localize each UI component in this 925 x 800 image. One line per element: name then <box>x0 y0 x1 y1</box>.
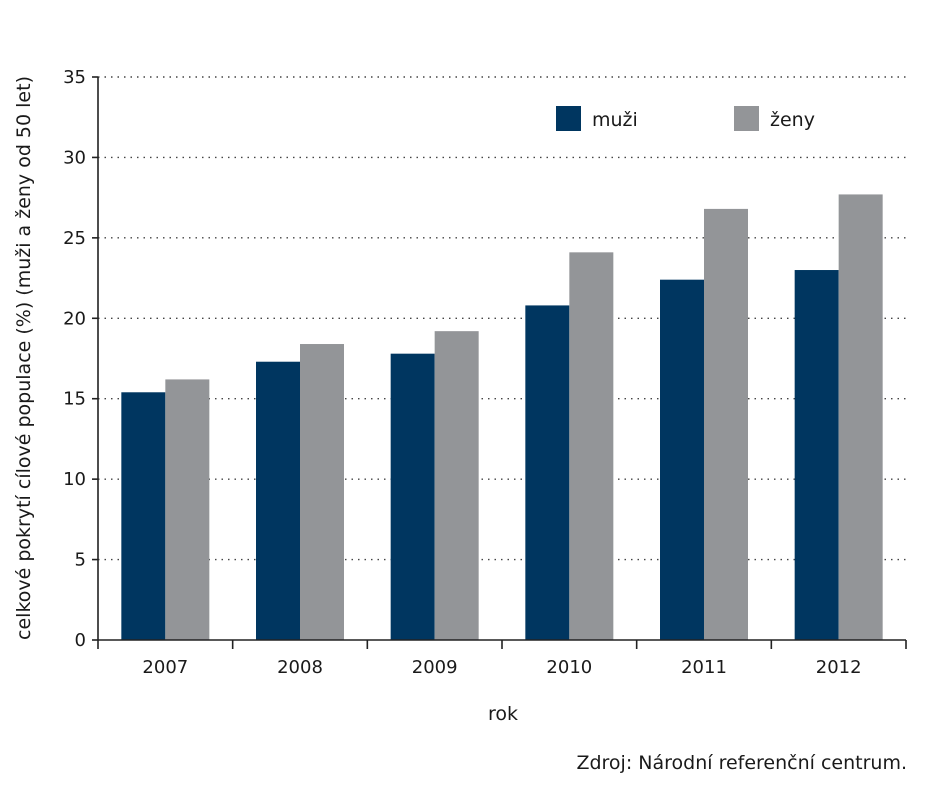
legend-label-zeny: ženy <box>770 109 815 131</box>
bar-muzi-2010 <box>525 305 570 640</box>
bar-muzi-2009 <box>390 353 435 640</box>
bar-zeny-2009 <box>434 331 479 640</box>
y-axis-title: celkové pokrytí cílové populace (%) (muž… <box>13 76 35 640</box>
y-tick-label: 0 <box>75 630 86 651</box>
legend-swatch-zeny <box>734 106 759 131</box>
x-tick-labels: 2007 2008 2009 2010 2011 2012 <box>142 657 861 678</box>
y-tick-label: 20 <box>63 308 86 329</box>
bar-muzi-2011 <box>660 279 704 640</box>
axes <box>92 76 907 649</box>
y-tick-label: 30 <box>63 147 86 168</box>
legend-swatch-muzi <box>556 106 581 131</box>
y-tick-label: 10 <box>63 469 86 490</box>
y-tick-label: 35 <box>63 67 86 88</box>
source-note: Zdroj: Národní referenční centrum. <box>576 752 907 774</box>
x-tick-label: 2007 <box>142 657 188 678</box>
bar-muzi-2012 <box>794 270 839 640</box>
bars <box>121 194 883 640</box>
x-tick-label: 2008 <box>277 657 323 678</box>
grid-lines <box>98 76 906 561</box>
bar-muzi-2008 <box>256 361 300 640</box>
bar-zeny-2011 <box>704 208 748 640</box>
legend-label-muzi: muži <box>592 109 638 131</box>
bar-muzi-2007 <box>121 392 166 640</box>
y-tick-label: 25 <box>63 228 86 249</box>
y-tick-labels: 0 5 10 15 20 25 30 35 <box>63 67 86 651</box>
y-tick-label: 5 <box>75 550 86 571</box>
legend: muži ženy <box>556 106 815 131</box>
y-tick-label: 15 <box>63 389 86 410</box>
bar-zeny-2007 <box>165 379 210 640</box>
bar-zeny-2008 <box>300 344 344 640</box>
x-tick-label: 2012 <box>816 657 862 678</box>
x-tick-label: 2011 <box>681 657 727 678</box>
x-axis-title: rok <box>488 703 518 725</box>
x-tick-label: 2010 <box>546 657 592 678</box>
x-tick-label: 2009 <box>412 657 458 678</box>
bar-zeny-2010 <box>569 252 614 640</box>
bar-zeny-2012 <box>838 194 883 640</box>
